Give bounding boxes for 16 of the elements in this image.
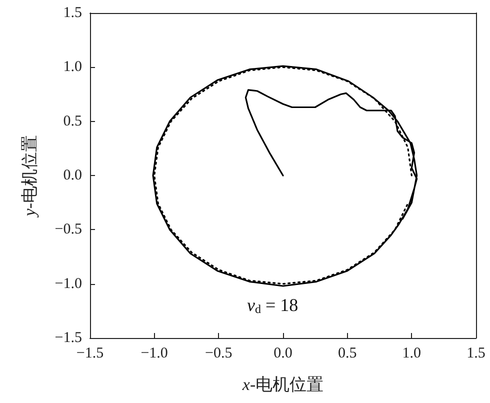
x-axis-title: x-电机位置 [241, 375, 324, 394]
y-tick-label: −0.5 [54, 222, 82, 238]
y-tick-label: −1.0 [54, 276, 82, 292]
y-axis-title: y-电机位置 [20, 134, 39, 218]
y-tick-label: 1.0 [63, 59, 82, 76]
y-tick-label: 0.0 [63, 168, 82, 184]
x-tick-label: −1.0 [140, 346, 168, 362]
x-tick-label: 0.0 [274, 346, 292, 362]
x-tick-label: 1.0 [402, 346, 422, 362]
x-tick-label: 1.5 [466, 346, 486, 362]
y-tick-label: −1.5 [54, 330, 82, 346]
x-tick-label: 0.5 [338, 346, 357, 362]
y-tick-label: 0.5 [63, 113, 82, 130]
x-tick-label: −0.5 [205, 346, 232, 362]
y-tick-label: 1.5 [63, 5, 82, 21]
x-tick-label: −1.5 [76, 346, 104, 362]
